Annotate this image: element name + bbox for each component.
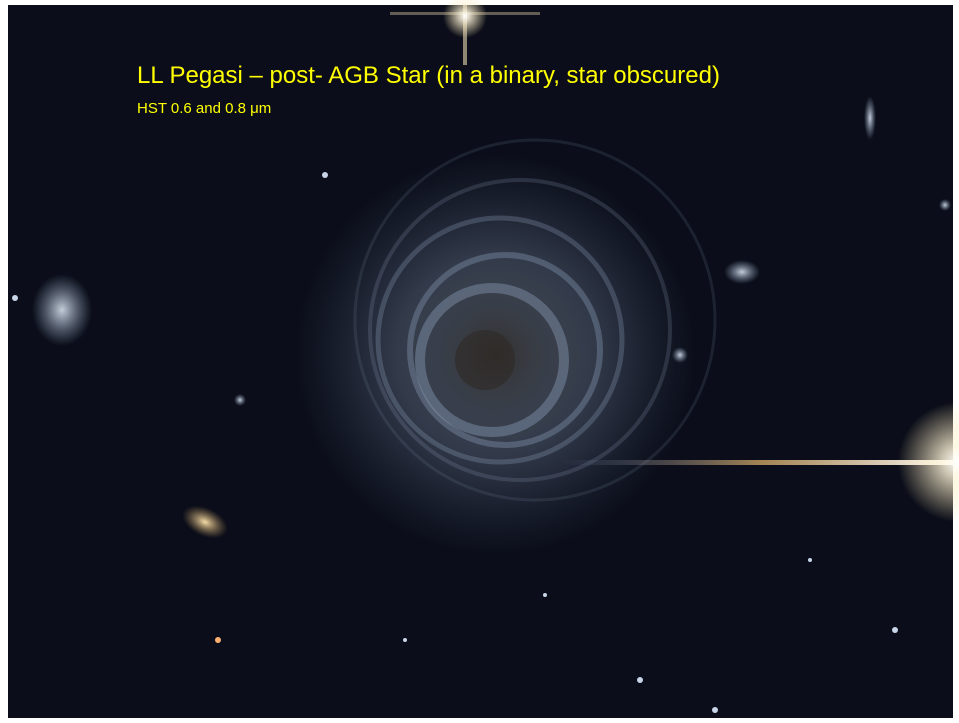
diffraction-spike — [560, 460, 959, 465]
star — [215, 637, 221, 643]
stars — [12, 0, 959, 713]
rings — [353, 138, 717, 502]
star — [712, 707, 718, 713]
bright-star — [898, 402, 959, 522]
ring — [368, 178, 672, 482]
star — [322, 172, 328, 178]
star — [637, 677, 643, 683]
ring — [353, 138, 717, 502]
galaxy — [724, 260, 760, 284]
star — [892, 627, 898, 633]
nebula-core — [455, 330, 515, 390]
star — [12, 295, 18, 301]
galaxy — [32, 274, 92, 346]
slide-title: LL Pegasi – post- AGB Star (in a binary,… — [137, 62, 720, 89]
slide-subtitle: HST 0.6 and 0.8 μm — [137, 100, 271, 117]
galaxy — [182, 505, 228, 539]
ring — [407, 252, 603, 448]
star — [234, 394, 246, 406]
ring — [375, 215, 625, 465]
star — [672, 347, 688, 363]
star — [403, 638, 407, 642]
ring — [415, 283, 569, 437]
star — [543, 593, 547, 597]
star — [808, 558, 812, 562]
nebula — [295, 138, 717, 555]
galaxy — [864, 96, 876, 140]
star — [939, 199, 951, 211]
top-star — [443, 0, 487, 38]
